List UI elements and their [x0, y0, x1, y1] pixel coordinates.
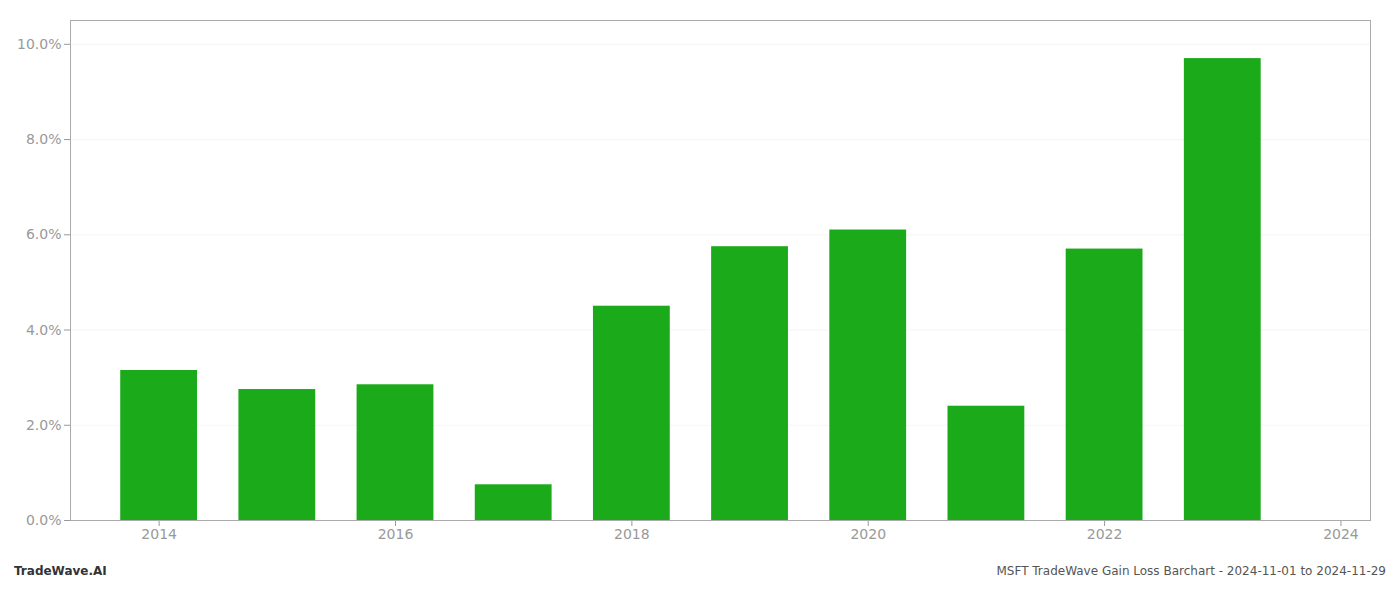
svg-text:10.0%: 10.0% [17, 36, 61, 52]
svg-text:2018: 2018 [614, 526, 650, 542]
svg-text:6.0%: 6.0% [26, 226, 62, 242]
svg-text:0.0%: 0.0% [26, 512, 62, 528]
svg-text:2020: 2020 [850, 526, 886, 542]
svg-text:2014: 2014 [141, 526, 177, 542]
svg-text:8.0%: 8.0% [26, 131, 62, 147]
svg-text:2016: 2016 [378, 526, 414, 542]
svg-text:2022: 2022 [1087, 526, 1123, 542]
html-text:MSFT TradeWave Gain Loss Barch: MSFT TradeWave Gain Loss Barchart - 2024… [996, 564, 1386, 578]
svg-text:2.0%: 2.0% [26, 417, 62, 433]
html-text:TradeWave.AI: TradeWave.AI [14, 564, 107, 578]
svg-text:2024: 2024 [1323, 526, 1359, 542]
svg-text:4.0%: 4.0% [26, 322, 62, 338]
